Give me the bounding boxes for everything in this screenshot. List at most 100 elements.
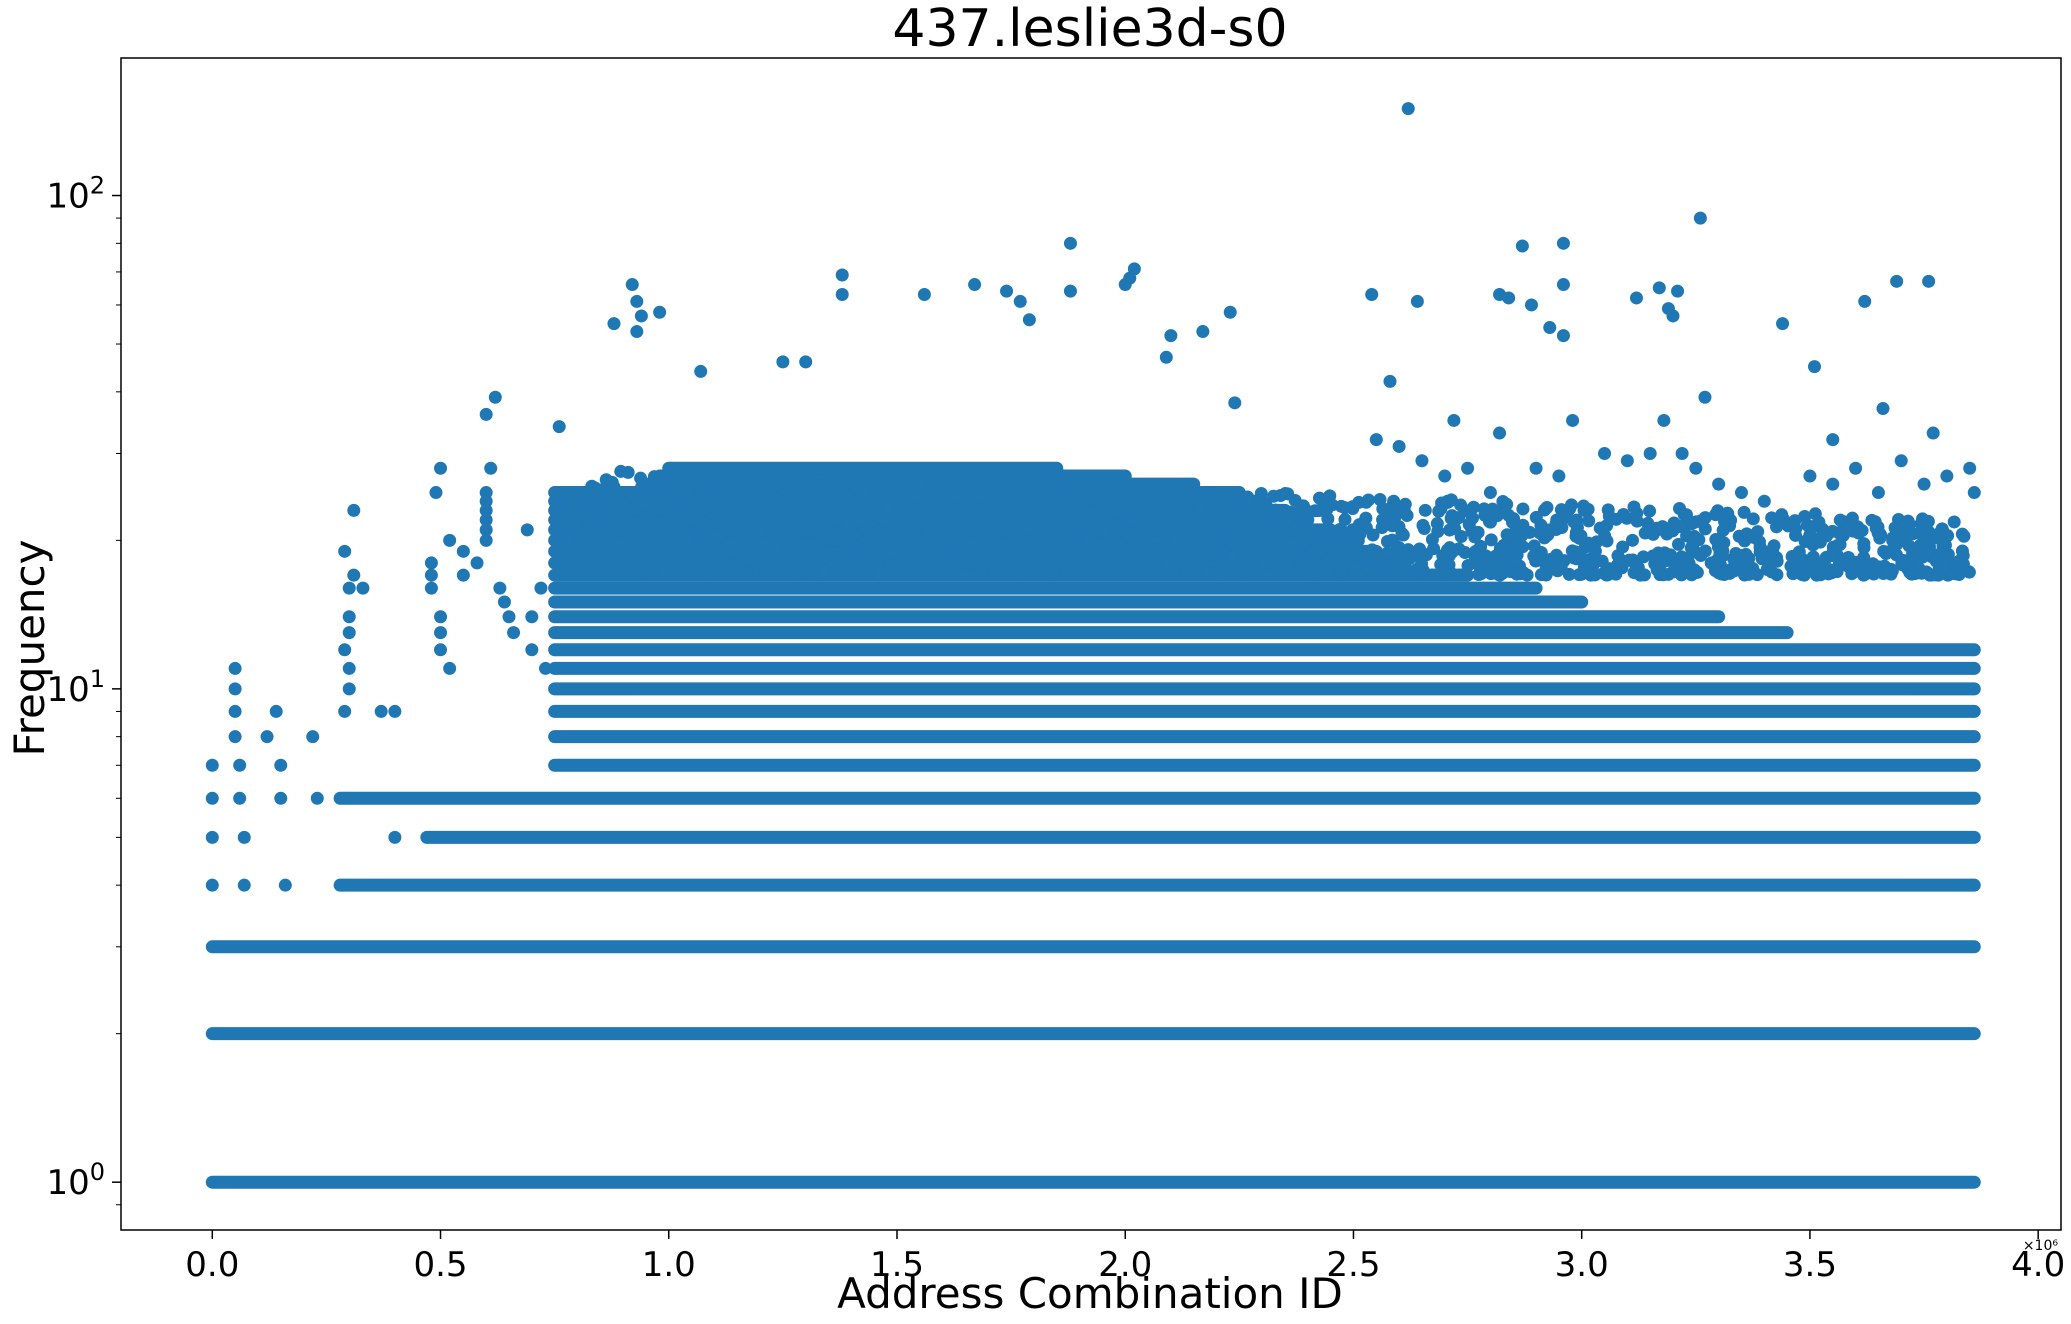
data-point <box>712 505 726 519</box>
data-point <box>930 558 944 572</box>
data-point <box>1508 553 1522 567</box>
data-point <box>1073 523 1087 537</box>
data-point <box>1876 402 1890 416</box>
data-point <box>878 514 892 528</box>
data-point <box>1962 565 1976 579</box>
data-point <box>338 544 352 558</box>
data-point <box>228 661 242 675</box>
data-point <box>785 471 799 485</box>
data-point <box>1223 305 1237 319</box>
data-point <box>424 568 438 582</box>
data-point <box>921 559 935 573</box>
data-point <box>1102 495 1116 509</box>
data-point <box>1410 568 1424 582</box>
data-point <box>776 355 790 369</box>
data-point <box>1712 477 1726 491</box>
data-point <box>711 529 725 543</box>
data-point <box>909 488 923 502</box>
data-point <box>1109 505 1123 519</box>
data-point <box>424 581 438 595</box>
data-point <box>1627 566 1641 580</box>
data-point <box>233 791 247 805</box>
data-point <box>1180 562 1194 576</box>
data-point <box>1698 522 1712 536</box>
data-point <box>885 489 899 503</box>
data-point <box>899 547 913 561</box>
data-point <box>1432 504 1446 518</box>
data-point <box>1493 426 1507 440</box>
data-point <box>634 309 648 323</box>
data-point <box>479 407 493 421</box>
data-point <box>1629 291 1643 305</box>
data-point <box>638 496 652 510</box>
data-point <box>1735 559 1749 573</box>
data-point <box>682 535 696 549</box>
data-point <box>1063 236 1077 250</box>
data-point <box>434 643 448 657</box>
data-point <box>338 643 352 657</box>
data-point <box>696 469 710 483</box>
x-tick-label: 0.5 <box>413 1245 467 1285</box>
data-point <box>1158 515 1172 529</box>
data-point <box>310 791 324 805</box>
data-point <box>1112 538 1126 552</box>
data-point <box>621 465 635 479</box>
data-point <box>707 476 721 490</box>
data-point <box>1540 500 1554 514</box>
data-point <box>1338 525 1352 539</box>
data-point <box>728 470 742 484</box>
data-point <box>1879 546 1893 560</box>
data-point <box>1654 565 1668 579</box>
data-point <box>1043 539 1057 553</box>
data-point <box>1025 568 1039 582</box>
data-point <box>1256 558 1270 572</box>
data-point <box>1651 546 1665 560</box>
data-point <box>1534 568 1548 582</box>
data-point <box>1000 284 1014 298</box>
data-point <box>1601 503 1615 517</box>
data-point <box>1395 526 1409 540</box>
data-point <box>1516 566 1530 580</box>
data-point <box>1671 284 1685 298</box>
data-point <box>798 508 812 522</box>
data-point <box>815 478 829 492</box>
data-point <box>1636 550 1650 564</box>
data-point <box>960 554 974 568</box>
data-point <box>1413 542 1427 556</box>
data-point <box>900 494 914 508</box>
data-point <box>1955 527 1969 541</box>
data-point <box>1894 454 1908 468</box>
data-point <box>740 566 754 580</box>
data-point <box>1643 504 1657 518</box>
data-point <box>1003 513 1017 527</box>
data-point <box>237 830 251 844</box>
data-point <box>1254 486 1268 500</box>
data-point <box>260 730 274 744</box>
data-point <box>1134 521 1148 535</box>
data-point <box>456 544 470 558</box>
x-tick-label: 0.0 <box>185 1245 239 1285</box>
data-point <box>948 488 962 502</box>
data-point <box>1194 502 1208 516</box>
data-point <box>1543 321 1557 335</box>
data-point <box>1164 329 1178 343</box>
data-point <box>588 511 602 525</box>
data-point <box>388 704 402 718</box>
data-point <box>1922 544 1936 558</box>
data-point <box>806 539 820 553</box>
data-point <box>681 482 695 496</box>
data-point <box>630 325 644 339</box>
data-point <box>666 504 680 518</box>
data-point <box>1483 486 1497 500</box>
data-point <box>1576 552 1590 566</box>
data-point <box>1447 413 1461 427</box>
data-point <box>650 550 664 564</box>
data-point <box>1577 499 1591 513</box>
data-point <box>205 758 219 772</box>
data-point <box>978 535 992 549</box>
data-point <box>734 544 748 558</box>
data-point <box>633 523 647 537</box>
x-tick-label: 1.0 <box>642 1245 696 1285</box>
data-point <box>1672 537 1686 551</box>
